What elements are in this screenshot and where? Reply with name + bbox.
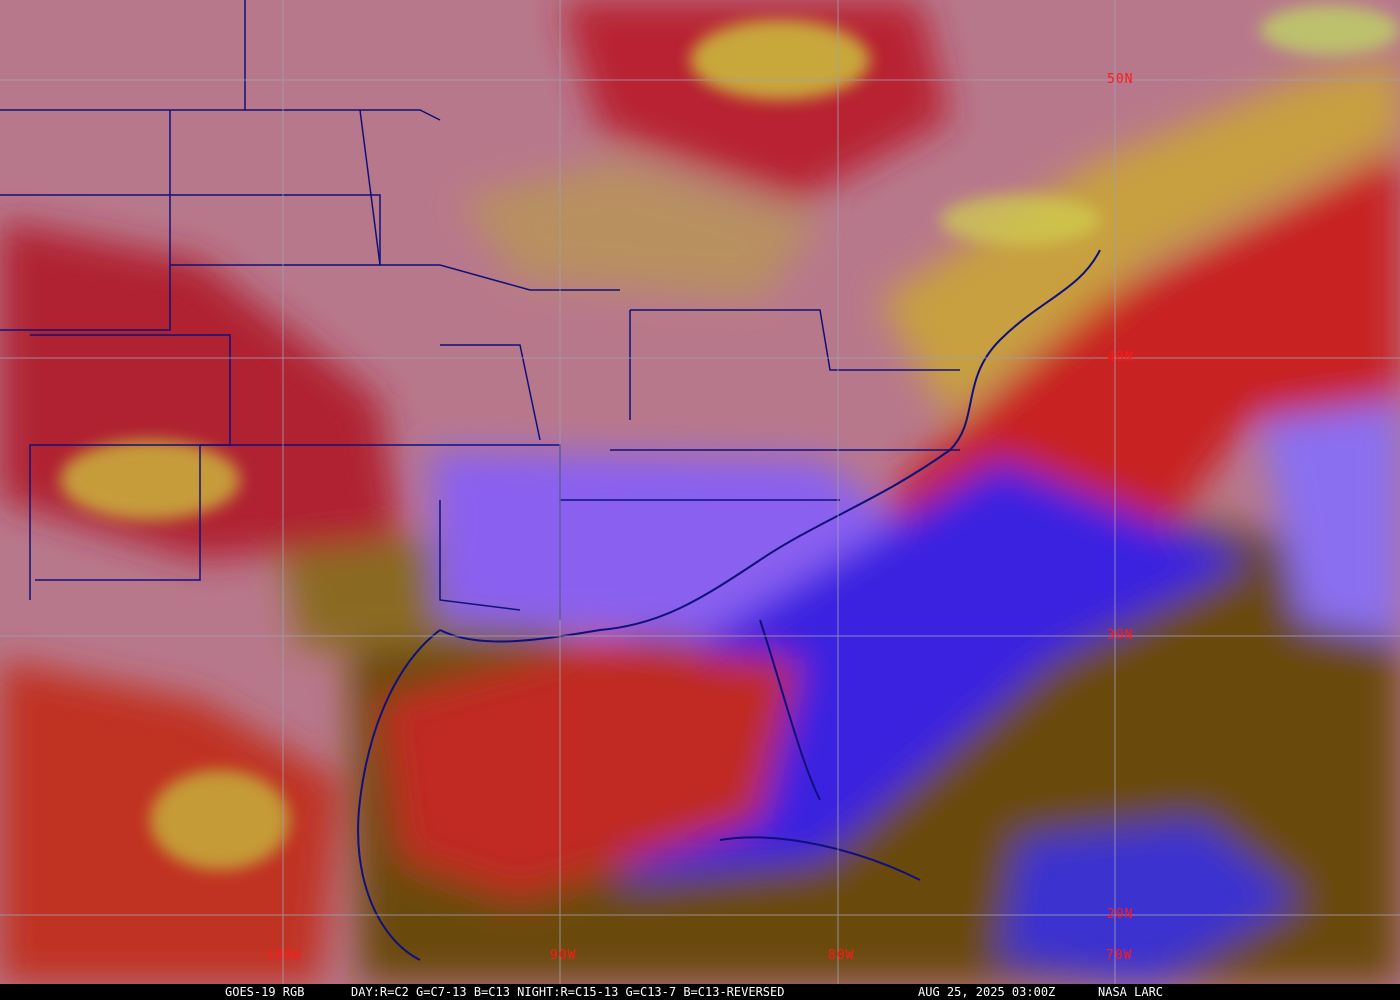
satellite-name: GOES-19 RGB — [225, 985, 305, 999]
lat-label-20n: 20N — [1107, 907, 1134, 922]
lat-label-30n: 30N — [1107, 628, 1134, 643]
front-blue-edge — [620, 460, 1250, 880]
yellow-cloud-patch — [60, 440, 240, 520]
east-atlantic-clouds — [1260, 400, 1400, 640]
rgb-recipe: DAY:R=C2 G=C7-13 B=C13 NIGHT:R=C15-13 G=… — [351, 985, 785, 999]
yellow-cloud-patch — [940, 195, 1100, 245]
great-lakes-clouds — [460, 160, 820, 300]
coastlines — [357, 249, 1101, 961]
gulf-convection — [380, 640, 800, 900]
yellow-cloud-patch — [690, 20, 870, 100]
lon-label-80w: 80W — [828, 948, 855, 963]
lat-label-40n: 40N — [1107, 350, 1134, 365]
caption-bar: GOES-19 RGB DAY:R=C2 G=C7-13 B=C13 NIGHT… — [0, 984, 1400, 1000]
lon-label-90w: 90W — [550, 948, 577, 963]
southeast-low-cloud — [430, 450, 900, 640]
timestamp: AUG 25, 2025 03:00Z — [918, 985, 1056, 999]
credit: NASA LARC — [1098, 985, 1164, 999]
caribbean-cloud — [1000, 820, 1300, 984]
lon-label-100w: 100W — [266, 948, 302, 963]
yellow-cloud-patch — [150, 770, 290, 870]
lat-label-50n: 50N — [1107, 72, 1134, 87]
yellow-cloud-patch — [1260, 5, 1400, 55]
lon-label-70w: 70W — [1106, 948, 1133, 963]
